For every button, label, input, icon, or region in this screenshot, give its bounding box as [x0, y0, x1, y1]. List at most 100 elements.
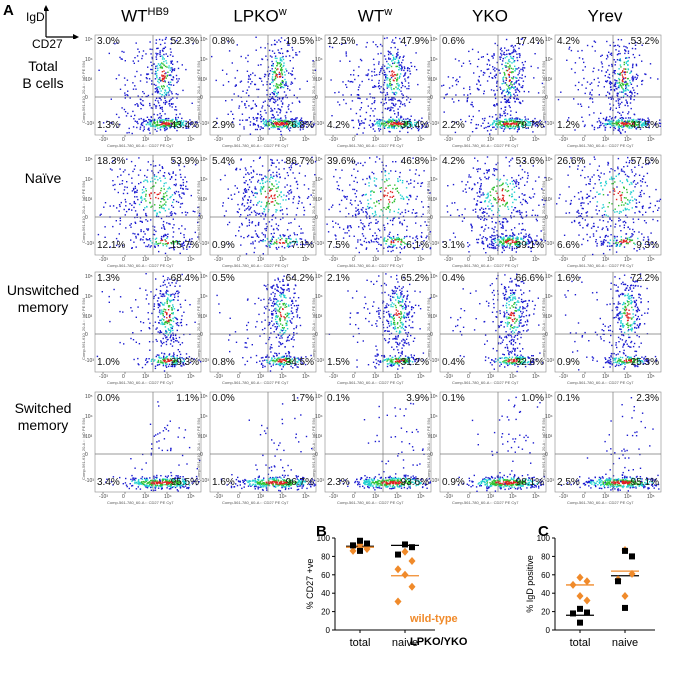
flow-event: [172, 55, 174, 57]
flow-event: [521, 168, 524, 171]
flow-event: [515, 185, 518, 187]
flow-event: [181, 64, 183, 66]
flow-event: [409, 235, 411, 238]
flow-event: [241, 202, 244, 205]
y-tick-label: 10⁵: [85, 37, 93, 43]
flow-event: [166, 237, 168, 239]
flow-event: [509, 92, 511, 94]
flow-event: [172, 172, 174, 174]
flow-event: [619, 85, 621, 87]
flow-event: [145, 200, 147, 202]
flow-event: [488, 176, 490, 178]
flow-event: [140, 181, 142, 184]
flow-event: [407, 82, 410, 84]
flow-event: [511, 196, 513, 198]
flow-event: [369, 119, 371, 122]
flow-event: [279, 76, 281, 78]
flow-event: [501, 237, 503, 239]
flow-event: [380, 209, 382, 211]
flow-event: [378, 85, 380, 87]
flow-event: [404, 211, 407, 214]
flow-event: [277, 49, 279, 51]
flow-event: [371, 190, 373, 192]
flow-event: [161, 39, 164, 41]
flow-event: [511, 71, 513, 74]
flow-event: [279, 242, 282, 244]
flow-event: [153, 175, 156, 178]
flow-event: [377, 86, 380, 88]
flow-event: [276, 65, 278, 67]
flow-event: [157, 92, 159, 94]
flow-event: [616, 121, 618, 123]
flow-event: [121, 58, 123, 60]
flow-event: [381, 72, 384, 74]
axis-legend-y: IgD: [26, 10, 45, 24]
flow-event: [169, 120, 172, 122]
flow-event: [150, 116, 152, 118]
flow-event: [501, 197, 504, 200]
flow-event: [289, 238, 291, 240]
flow-event: [482, 212, 484, 214]
flow-event: [593, 112, 595, 114]
flow-event: [172, 119, 174, 121]
flow-event: [464, 120, 467, 123]
flow-event: [387, 246, 389, 249]
flow-event: [539, 119, 541, 122]
flow-event: [257, 64, 260, 66]
flow-event: [261, 240, 263, 242]
flow-event: [401, 126, 403, 128]
flow-event: [151, 125, 154, 127]
flow-event: [104, 236, 106, 238]
flow-event: [602, 122, 604, 125]
flow-event: [608, 64, 610, 67]
flow-event: [300, 125, 303, 127]
flow-event: [254, 240, 256, 242]
flow-event: [146, 239, 148, 241]
flow-event: [192, 42, 194, 45]
flow-event: [160, 80, 162, 82]
flow-event: [645, 123, 647, 125]
flow-event: [136, 120, 138, 123]
flow-event: [310, 194, 312, 196]
flow-event: [617, 118, 620, 121]
flow-event: [375, 85, 377, 88]
flow-event: [389, 123, 392, 125]
flow-event: [253, 118, 255, 120]
flow-event: [357, 75, 360, 77]
flow-event: [169, 81, 172, 83]
flow-event: [275, 83, 278, 85]
flow-event: [486, 156, 489, 158]
flow-event: [155, 87, 158, 89]
flow-event: [259, 188, 262, 190]
y-tick-label: 0: [85, 215, 88, 221]
flow-event: [110, 98, 112, 100]
flow-event: [504, 106, 506, 108]
flow-event: [364, 237, 367, 240]
flow-event: [631, 120, 634, 122]
flow-event: [393, 200, 395, 202]
flow-event: [627, 121, 629, 123]
flow-event: [175, 106, 177, 108]
flow-event: [133, 200, 135, 203]
flow-event: [295, 124, 297, 126]
flow-event: [382, 168, 385, 170]
flow-event: [294, 126, 296, 128]
flow-event: [659, 119, 661, 121]
flow-event: [365, 248, 367, 250]
flow-event: [297, 122, 299, 125]
flow-event: [180, 120, 183, 122]
quadrant-percent-br: 76.8%: [285, 120, 314, 131]
flow-event: [521, 229, 523, 231]
flow-event: [622, 91, 624, 94]
flow-event: [270, 233, 273, 235]
flow-event: [543, 126, 545, 128]
flow-event: [115, 237, 118, 240]
flow-event: [290, 192, 292, 194]
flow-event: [515, 179, 518, 181]
flow-event: [409, 73, 412, 75]
flow-event: [399, 56, 401, 58]
y-tick-label: -10³: [85, 241, 94, 247]
flow-event: [290, 73, 292, 75]
flow-event: [279, 239, 282, 241]
flow-event: [119, 123, 121, 126]
